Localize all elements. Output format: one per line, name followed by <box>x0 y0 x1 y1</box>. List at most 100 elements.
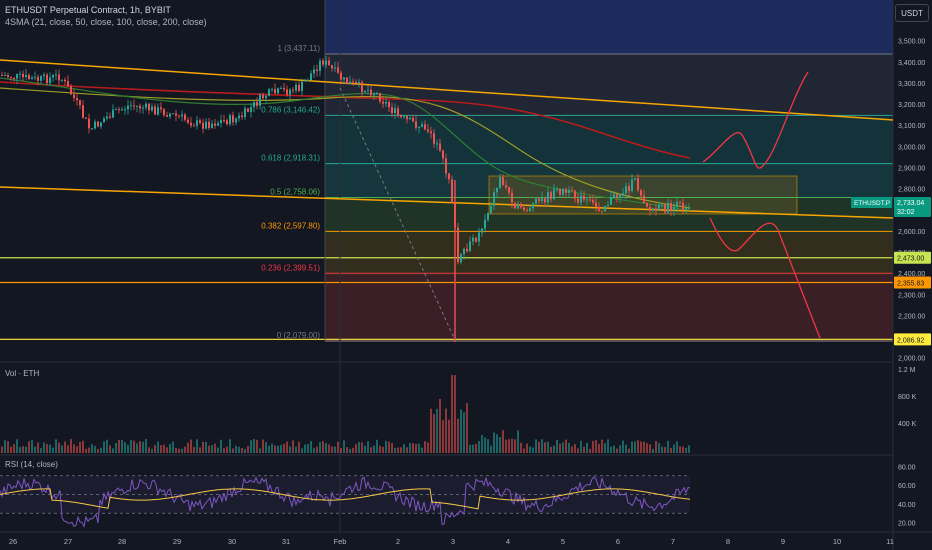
level-badge-green: 2,473.00 <box>897 256 924 263</box>
candle-body <box>142 107 144 109</box>
time-axis-label: 10 <box>833 537 841 546</box>
volume-bar <box>220 439 222 453</box>
candle-body <box>547 192 549 203</box>
volume-bar <box>592 440 594 453</box>
fib-label: 0.618 (2,918.31) <box>261 154 320 163</box>
candle-body <box>19 73 21 75</box>
rsi-pane-title[interactable]: RSI (14, close) <box>5 460 58 469</box>
candle-body <box>625 186 627 194</box>
candle-body <box>652 208 654 211</box>
volume-bar <box>307 444 309 453</box>
candle-body <box>517 203 519 209</box>
volume-bar <box>484 437 486 453</box>
candle-body <box>409 117 411 120</box>
volume-bar <box>289 446 291 453</box>
candle-body <box>403 116 405 118</box>
volume-bar <box>544 442 546 453</box>
level-badge-yellow-bg <box>894 333 931 346</box>
candle-body <box>673 206 675 211</box>
candle-body <box>49 77 51 84</box>
candle-body <box>622 193 624 195</box>
candle-body <box>166 115 168 117</box>
candle-body <box>250 107 252 112</box>
volume-bar <box>589 448 591 453</box>
candle-body <box>223 120 225 122</box>
volume-bar <box>250 440 252 453</box>
volume-bar <box>607 439 609 453</box>
candle-body <box>661 204 663 206</box>
chart-symbol-title[interactable]: ETHUSDT Perpetual Contract, 1h, BYBIT <box>5 5 171 15</box>
candle-body <box>529 208 531 211</box>
candle-body <box>178 115 180 117</box>
candle-body <box>85 117 87 119</box>
candlesticks[interactable] <box>1 55 690 265</box>
volume-bar <box>106 439 108 453</box>
price-axis-tick: 2,400.00 <box>898 271 925 278</box>
volume-bar <box>100 447 102 453</box>
volume-bar <box>112 448 114 453</box>
candle-body <box>511 192 513 203</box>
volume-bar <box>319 442 321 453</box>
candle-body <box>130 105 132 107</box>
volume-bar <box>466 403 468 453</box>
volume-bar <box>67 445 69 453</box>
volume-bar <box>535 439 537 453</box>
volume-bar <box>232 448 234 453</box>
candle-body <box>64 79 66 82</box>
volume-bar <box>271 443 273 453</box>
volume-axis-tick: 800 K <box>898 394 917 401</box>
candle-body <box>364 90 366 93</box>
fib-label: 0 (2,079.00) <box>277 331 320 340</box>
candle-body <box>289 89 291 95</box>
volume-bar <box>118 439 120 453</box>
symbol-tag: ETHUSDT.P <box>854 200 890 207</box>
time-axis-label: 26 <box>9 537 17 546</box>
candle-body <box>55 74 57 76</box>
candle-body <box>466 248 468 252</box>
currency-unit-button[interactable]: USDT <box>895 4 929 22</box>
candle-body <box>613 194 615 198</box>
candle-body <box>133 105 135 107</box>
volume-bar <box>655 440 657 453</box>
volume-pane-title[interactable]: Vol · ETH <box>5 369 40 378</box>
candle-body <box>160 107 162 110</box>
volume-bar <box>613 445 615 453</box>
volume-bar <box>28 441 30 453</box>
candle-body <box>391 107 393 114</box>
volume-bar <box>388 441 390 453</box>
candle-body <box>172 113 174 115</box>
candle-body <box>379 92 381 102</box>
rsi-lines <box>0 475 691 529</box>
volume-bar <box>682 446 684 453</box>
volume-bar <box>421 447 423 453</box>
volume-bar <box>355 444 357 453</box>
candle-body <box>28 74 30 80</box>
candle-body <box>628 186 630 191</box>
candle-body <box>253 101 255 108</box>
volume-bar <box>379 445 381 453</box>
indicator-legend[interactable]: 4SMA (21, close, 50, close, 100, close, … <box>5 17 207 27</box>
volume-bar <box>64 441 66 453</box>
volume-bar <box>586 442 588 453</box>
time-axis-label: 29 <box>173 537 181 546</box>
volume-bar <box>148 447 150 453</box>
volume-bar <box>553 445 555 453</box>
candle-body <box>67 81 69 87</box>
volume-bar <box>313 448 315 453</box>
candle-body <box>469 241 471 252</box>
volume-bar <box>616 448 618 453</box>
candle-body <box>148 103 150 111</box>
candle-body <box>91 128 93 130</box>
volume-bar <box>400 447 402 453</box>
volume-bar <box>1 446 3 453</box>
candle-body <box>283 87 285 90</box>
candle-body <box>367 89 369 91</box>
candle-body <box>643 195 645 203</box>
projection-drawings[interactable] <box>702 71 821 339</box>
candle-body <box>463 248 465 255</box>
volume-bar <box>343 440 345 453</box>
candle-body <box>10 76 12 78</box>
candle-body <box>601 210 603 212</box>
volume-bar <box>40 448 42 453</box>
